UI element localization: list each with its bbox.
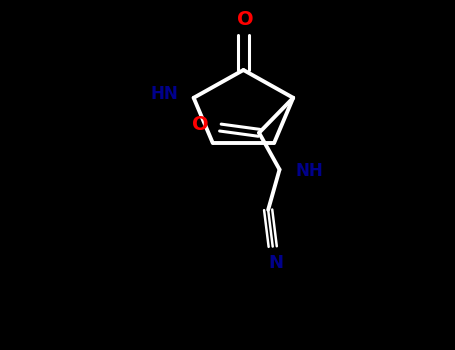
Text: HN: HN xyxy=(150,85,178,103)
Text: N: N xyxy=(269,254,284,272)
Text: O: O xyxy=(238,10,254,29)
Text: NH: NH xyxy=(295,162,323,180)
Text: O: O xyxy=(192,114,208,134)
